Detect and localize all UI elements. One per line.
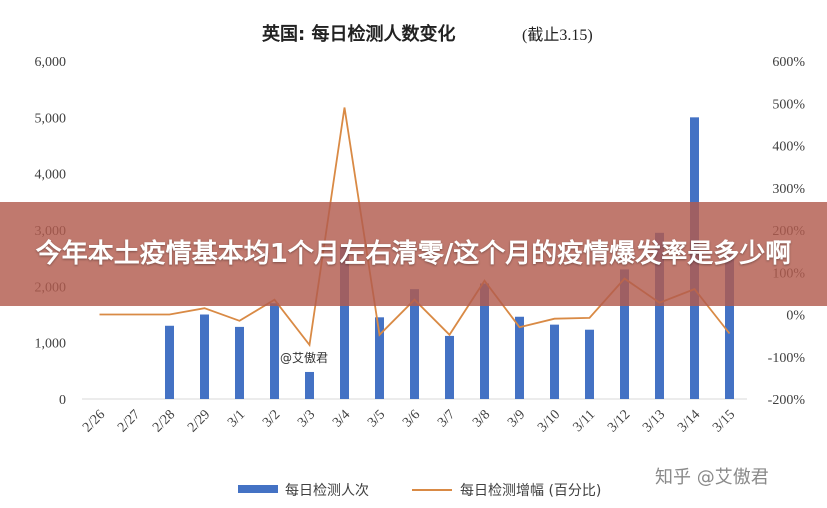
x-axis: 2/26 2/27 2/28 2/29 3/1 3/2 3/3 3/4 3/5 3/6 3/7 3/8… (80, 407, 738, 435)
right-tick-label: -100% (768, 351, 806, 366)
bar (725, 255, 734, 399)
headline-banner: 今年本土疫情基本均1个月左右清零/这个月的疫情爆发率是多少啊 (0, 202, 827, 306)
right-tick-label: 500% (772, 97, 805, 112)
right-tick-label: 300% (772, 182, 805, 197)
x-tick-label: 3/15 (710, 407, 738, 435)
legend-bar-label: 每日检测人次 (285, 483, 369, 499)
bar (515, 316, 524, 399)
right-tick-label: 600% (772, 55, 805, 70)
x-tick-label: 3/7 (435, 407, 458, 430)
left-tick-label: 5,000 (35, 111, 67, 126)
bar (445, 335, 454, 399)
chart-title: 英国: 每日检测人数变化 (截止3.15) (261, 23, 593, 45)
x-tick-label: 3/3 (295, 407, 318, 430)
x-tick-label: 3/11 (570, 407, 598, 435)
bar (550, 324, 559, 399)
bar (410, 289, 419, 399)
left-tick-label: 6,000 (35, 55, 67, 70)
right-tick-label: 0% (786, 309, 805, 324)
left-tick-label: 1,000 (35, 337, 67, 352)
brand-watermark: 知乎 @艾傲君 (655, 467, 769, 488)
legend-line-label: 每日检测增幅 (百分比) (460, 483, 601, 499)
bar (235, 326, 244, 399)
bar (585, 329, 594, 399)
x-tick-label: 3/1 (225, 407, 248, 430)
x-tick-label: 2/29 (185, 407, 213, 435)
chart-title-text: 英国: 每日检测人数变化 (261, 23, 455, 45)
bar (620, 269, 629, 399)
bar (375, 317, 384, 399)
x-tick-label: 3/10 (535, 407, 563, 435)
bar (305, 371, 314, 399)
bar (655, 232, 664, 399)
x-tick-label: 3/9 (505, 407, 528, 430)
left-tick-label: 4,000 (35, 168, 67, 183)
x-tick-label: 3/6 (400, 407, 423, 430)
x-tick-label: 3/4 (330, 407, 353, 430)
inline-watermark: @艾傲君 (280, 350, 328, 365)
bar (270, 303, 279, 399)
legend: 每日检测人次 每日检测增幅 (百分比) (238, 483, 601, 499)
x-tick-label: 2/28 (150, 407, 178, 435)
right-tick-label: -200% (768, 393, 806, 408)
x-tick-label: 3/14 (675, 407, 703, 435)
bar (480, 283, 489, 399)
x-tick-label: 3/13 (640, 407, 668, 435)
x-tick-label: 3/12 (605, 407, 633, 435)
left-tick-label: 0 (59, 393, 66, 408)
bar (165, 325, 174, 399)
bar (200, 314, 209, 399)
x-tick-label: 3/5 (365, 407, 388, 430)
headline-text: 今年本土疫情基本均1个月左右清零/这个月的疫情爆发率是多少啊 (35, 239, 792, 269)
x-tick-label: 3/2 (260, 407, 283, 430)
x-tick-label: 3/8 (470, 407, 493, 430)
legend-bar-swatch (238, 485, 278, 493)
x-tick-label: 2/26 (80, 407, 108, 435)
bar (340, 246, 349, 399)
right-tick-label: 400% (772, 140, 805, 155)
x-tick-label: 2/27 (115, 407, 143, 435)
chart-title-note: (截止3.15) (522, 26, 593, 44)
